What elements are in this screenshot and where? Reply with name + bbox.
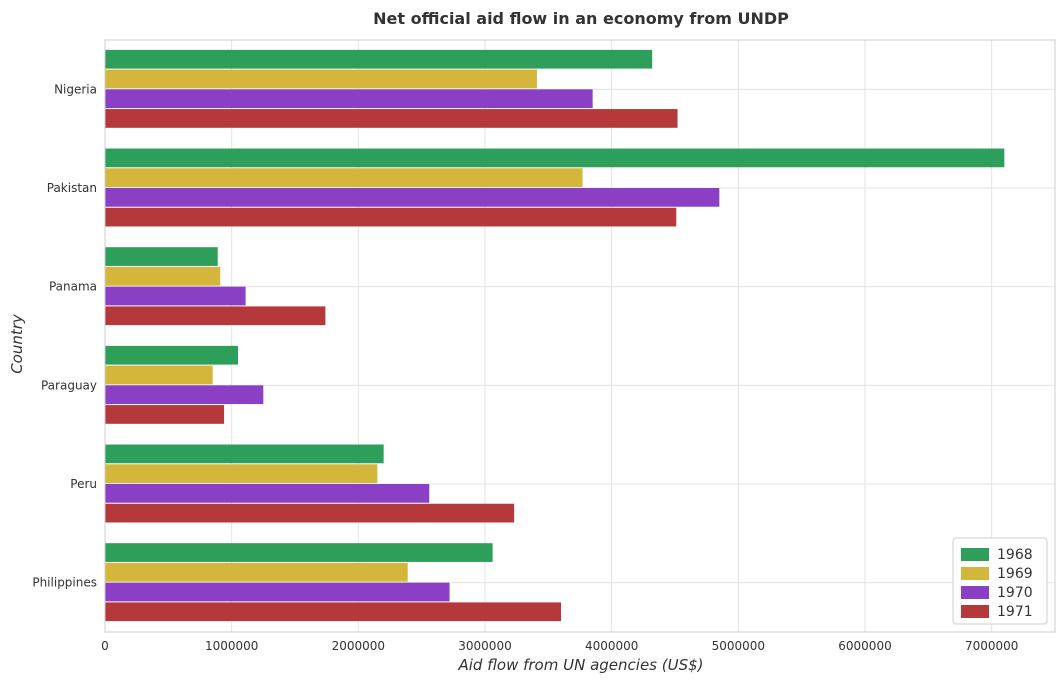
bar-1970-panama bbox=[105, 286, 246, 306]
bar-1968-philippines bbox=[105, 543, 493, 562]
legend-swatch-1971 bbox=[961, 605, 989, 618]
axes: 0 1000000 2000000 3000000 4000000 5000000 6000… bbox=[32, 39, 1056, 653]
y-tick-label: Pakistan bbox=[47, 181, 97, 195]
gridlines bbox=[104, 40, 1055, 632]
legend-label-1968: 1968 bbox=[997, 547, 1033, 563]
legend-label-1969: 1969 bbox=[997, 566, 1033, 582]
legend-label-1971: 1971 bbox=[997, 604, 1033, 620]
x-tick-label: 0 bbox=[101, 639, 109, 653]
x-tick-label: 6000000 bbox=[838, 639, 891, 653]
legend-swatch-1969 bbox=[961, 567, 989, 580]
bar-1971-pakistan bbox=[105, 207, 677, 227]
legend-swatch-1968 bbox=[961, 548, 989, 561]
bar-1970-paraguay bbox=[105, 385, 264, 405]
x-tick-label: 5000000 bbox=[712, 639, 765, 653]
bar-1968-nigeria bbox=[105, 49, 653, 69]
bar-1971-nigeria bbox=[105, 109, 678, 128]
bar-1970-peru bbox=[105, 484, 430, 503]
x-tick-label: 1000000 bbox=[205, 639, 258, 653]
x-tick-label: 4000000 bbox=[585, 639, 638, 653]
bar-1971-panama bbox=[105, 306, 326, 326]
bar-1969-philippines bbox=[105, 562, 408, 582]
y-tick-label: Peru bbox=[70, 477, 97, 491]
y-tick-label: Nigeria bbox=[54, 82, 97, 96]
plot-frame bbox=[104, 39, 1056, 633]
y-tick-label: Philippines bbox=[32, 576, 97, 590]
y-tick-label: Paraguay bbox=[41, 378, 97, 392]
bar-1971-peru bbox=[105, 503, 515, 523]
bar-1970-nigeria bbox=[105, 89, 593, 109]
bar-1969-panama bbox=[105, 266, 221, 286]
bar-1970-philippines bbox=[105, 582, 450, 602]
bar-1969-nigeria bbox=[105, 69, 537, 89]
bar-1968-peru bbox=[105, 444, 384, 464]
legend: 1968 1969 1970 1971 bbox=[952, 537, 1048, 625]
x-tick-label: 3000000 bbox=[458, 639, 511, 653]
bar-1968-pakistan bbox=[105, 148, 1005, 168]
bar-1969-paraguay bbox=[105, 365, 213, 385]
y-tick-label: Panama bbox=[49, 280, 97, 294]
bar-1970-pakistan bbox=[105, 188, 720, 207]
chart-title: Net official aid flow in an economy from… bbox=[373, 9, 789, 28]
x-axis-title: Aid flow from UN agencies (US$) bbox=[457, 656, 703, 674]
bar-1968-paraguay bbox=[105, 345, 238, 365]
x-tick-label: 2000000 bbox=[332, 639, 385, 653]
y-axis-title: Country bbox=[8, 313, 26, 374]
legend-swatch-1970 bbox=[961, 586, 989, 599]
bar-1971-philippines bbox=[105, 602, 561, 622]
bars bbox=[105, 49, 1005, 622]
legend-label-1970: 1970 bbox=[997, 585, 1033, 601]
bar-1969-pakistan bbox=[105, 168, 583, 187]
bar-1968-panama bbox=[105, 247, 218, 266]
bar-1969-peru bbox=[105, 464, 378, 483]
bar-1971-paraguay bbox=[105, 405, 225, 424]
x-tick-label: 7000000 bbox=[965, 639, 1018, 653]
